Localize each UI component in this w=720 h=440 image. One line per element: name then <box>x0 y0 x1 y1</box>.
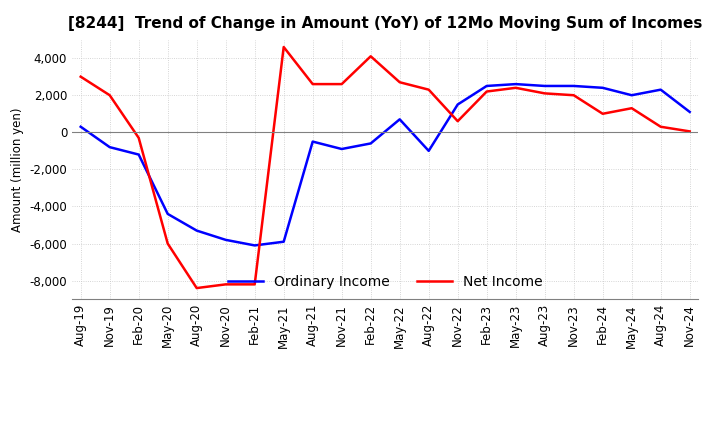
Ordinary Income <box>192 228 201 233</box>
Ordinary Income <box>395 117 404 122</box>
Ordinary Income <box>570 83 578 88</box>
Ordinary Income <box>541 83 549 88</box>
Net Income <box>308 81 317 87</box>
Ordinary Income <box>685 109 694 114</box>
Ordinary Income <box>482 83 491 88</box>
Net Income <box>511 85 520 91</box>
Ordinary Income <box>598 85 607 91</box>
Title: [8244]  Trend of Change in Amount (YoY) of 12Mo Moving Sum of Incomes: [8244] Trend of Change in Amount (YoY) o… <box>68 16 703 32</box>
Net Income <box>251 282 259 287</box>
Net Income <box>570 92 578 98</box>
Ordinary Income <box>221 237 230 242</box>
Net Income <box>541 91 549 96</box>
Net Income <box>685 129 694 134</box>
Line: Net Income: Net Income <box>81 47 690 288</box>
Legend: Ordinary Income, Net Income: Ordinary Income, Net Income <box>222 270 548 295</box>
Ordinary Income <box>76 124 85 129</box>
Net Income <box>598 111 607 117</box>
Ordinary Income <box>279 239 288 244</box>
Net Income <box>135 135 143 140</box>
Net Income <box>221 282 230 287</box>
Ordinary Income <box>163 211 172 216</box>
Net Income <box>105 92 114 98</box>
Ordinary Income <box>366 141 375 146</box>
Net Income <box>657 124 665 129</box>
Net Income <box>627 106 636 111</box>
Ordinary Income <box>424 148 433 154</box>
Ordinary Income <box>135 152 143 157</box>
Ordinary Income <box>627 92 636 98</box>
Net Income <box>76 74 85 79</box>
Net Income <box>482 89 491 94</box>
Net Income <box>454 118 462 124</box>
Net Income <box>424 87 433 92</box>
Net Income <box>395 80 404 85</box>
Ordinary Income <box>454 102 462 107</box>
Net Income <box>192 286 201 291</box>
Ordinary Income <box>251 243 259 248</box>
Y-axis label: Amount (million yen): Amount (million yen) <box>11 107 24 231</box>
Net Income <box>338 81 346 87</box>
Ordinary Income <box>105 144 114 150</box>
Ordinary Income <box>511 81 520 87</box>
Net Income <box>163 241 172 246</box>
Ordinary Income <box>657 87 665 92</box>
Ordinary Income <box>308 139 317 144</box>
Net Income <box>366 54 375 59</box>
Net Income <box>279 44 288 50</box>
Line: Ordinary Income: Ordinary Income <box>81 84 690 246</box>
Ordinary Income <box>338 147 346 152</box>
